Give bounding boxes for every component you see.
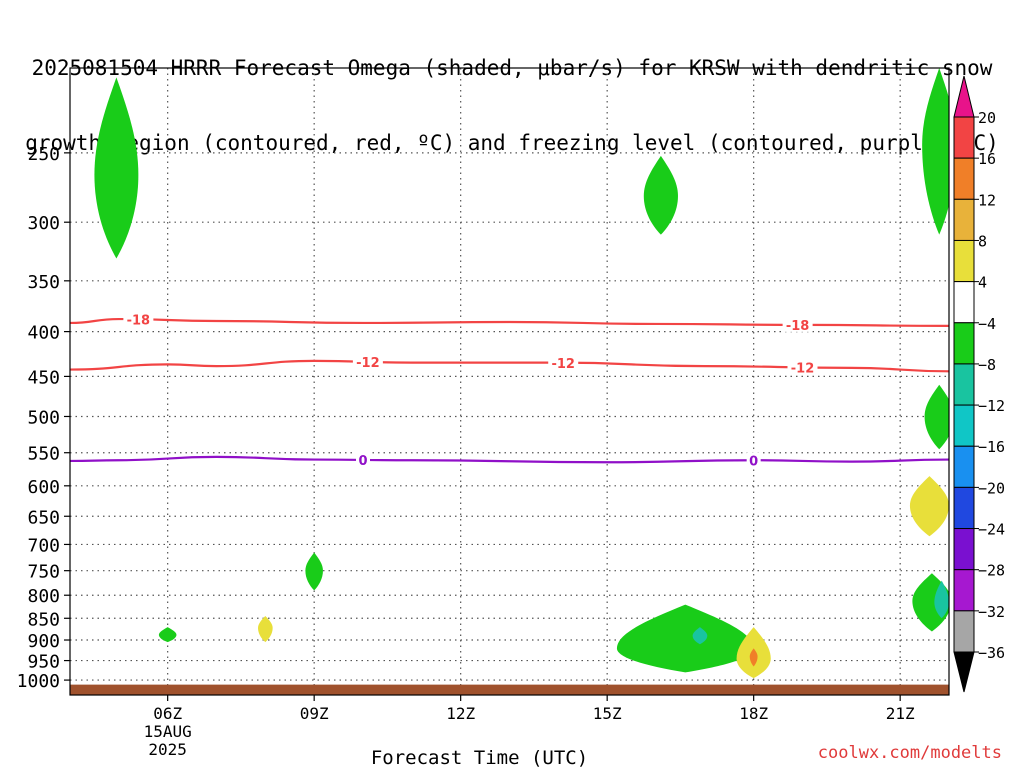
colorbar-label: −32 xyxy=(978,603,1005,621)
y-tick-label: 1000 xyxy=(17,671,60,692)
colorbar-bottom-arrow xyxy=(953,651,975,693)
colorbar-box xyxy=(953,445,975,488)
colorbar-top-arrow xyxy=(953,75,975,118)
colorbar-box xyxy=(953,157,975,200)
x-date-label: 2025 xyxy=(148,740,187,759)
y-tick-label: 450 xyxy=(27,367,60,388)
omega-region-11 xyxy=(909,476,949,537)
plot-frame xyxy=(69,67,950,696)
grid-lines xyxy=(70,68,949,695)
contour-label: 0 xyxy=(358,454,367,469)
contour-label-bg xyxy=(746,452,761,468)
contour-line-2 xyxy=(70,455,949,464)
title-line-2: growth region (contoured, red, ºC) and f… xyxy=(25,131,999,155)
colorbar-label: 12 xyxy=(978,191,996,209)
colorbar-box xyxy=(953,116,975,159)
omega-region-1 xyxy=(643,155,678,235)
contours: -18 -18 -12 -12 -12 0 0 xyxy=(70,311,949,469)
colorbar-box xyxy=(953,569,975,612)
colorbar-label: −12 xyxy=(978,397,1005,415)
y-tick-label: 600 xyxy=(27,477,60,498)
colorbar-box xyxy=(953,363,975,406)
colorbar-label: 4 xyxy=(978,274,987,292)
colorbar-box xyxy=(953,610,975,653)
contour-line-0 xyxy=(70,317,949,327)
colorbar-label: −20 xyxy=(978,479,1005,497)
colorbar-label: −4 xyxy=(978,315,996,333)
y-axis: 2503003504004505005506006507007508008509… xyxy=(17,144,70,692)
omega-region-5 xyxy=(616,604,754,673)
contour-label-bg xyxy=(352,353,383,369)
colorbar-label: 16 xyxy=(978,150,996,168)
x-date-label: 15AUG xyxy=(144,722,192,741)
colorbar: 20 16 12 8 4 −4 −8 −12 −16 −20 −24 −28 −32 −36 xyxy=(953,75,1005,693)
omega-region-0 xyxy=(94,77,139,259)
contour-label-bg xyxy=(782,316,813,332)
colorbar-box xyxy=(953,528,975,571)
contour-label: -12 xyxy=(356,356,380,371)
colorbar-box xyxy=(953,239,975,283)
omega-region-13 xyxy=(934,580,949,619)
colorbar-box xyxy=(953,486,975,530)
omega-region-10 xyxy=(924,384,949,450)
omega-region-2 xyxy=(158,627,177,643)
y-tick-label: 900 xyxy=(27,631,60,652)
x-tick-label: 12Z xyxy=(446,704,475,723)
colorbar-box xyxy=(953,281,975,324)
omega-region-8 xyxy=(749,648,758,667)
colorbar-label: −16 xyxy=(978,438,1005,456)
contour-label: -12 xyxy=(791,361,815,376)
colorbar-label: −8 xyxy=(978,356,996,374)
x-tick-label: 21Z xyxy=(886,704,915,723)
colorbar-label: 20 xyxy=(978,109,996,127)
contour-label-bg xyxy=(548,354,579,370)
omega-region-9 xyxy=(922,68,949,235)
y-tick-label: 800 xyxy=(27,586,60,607)
colorbar-box xyxy=(953,198,975,241)
y-tick-label: 300 xyxy=(27,213,60,234)
contour-label-bg xyxy=(356,451,370,467)
x-tick-label: 18Z xyxy=(739,704,768,723)
y-tick-label: 950 xyxy=(27,652,60,673)
colorbar-box xyxy=(953,404,975,447)
colorbar-label: 8 xyxy=(978,232,987,250)
colorbar-label: −36 xyxy=(978,644,1005,662)
contour-label-bg xyxy=(123,311,154,327)
y-tick-label: 650 xyxy=(27,507,60,528)
x-axis-label: Forecast Time (UTC) xyxy=(371,747,588,768)
y-tick-label: 250 xyxy=(27,144,60,165)
contour-label: 0 xyxy=(749,454,758,469)
y-tick-label: 500 xyxy=(27,407,60,428)
y-tick-label: 850 xyxy=(27,609,60,630)
y-tick-label: 750 xyxy=(27,562,60,583)
surface-ground xyxy=(70,684,949,695)
y-tick-label: 550 xyxy=(27,444,60,465)
contour-label: -18 xyxy=(127,313,151,328)
x-tick-label: 06Z xyxy=(153,704,182,723)
contour-label-bg xyxy=(787,359,818,375)
credit-link[interactable]: coolwx.com/modelts xyxy=(817,743,1002,763)
contour-label: -18 xyxy=(786,319,810,334)
colorbar-box xyxy=(953,322,975,365)
omega-shading xyxy=(94,68,949,679)
y-tick-label: 400 xyxy=(27,323,60,344)
y-tick-label: 700 xyxy=(27,535,60,556)
omega-region-3 xyxy=(258,616,273,643)
x-tick-label: 09Z xyxy=(300,704,329,723)
y-tick-label: 350 xyxy=(27,272,60,293)
omega-region-6 xyxy=(692,627,708,645)
omega-region-4 xyxy=(305,552,323,591)
colorbar-label: −28 xyxy=(978,562,1005,580)
colorbar-label: −24 xyxy=(978,521,1005,539)
contour-label: -12 xyxy=(551,357,575,372)
x-tick-label: 15Z xyxy=(593,704,622,723)
